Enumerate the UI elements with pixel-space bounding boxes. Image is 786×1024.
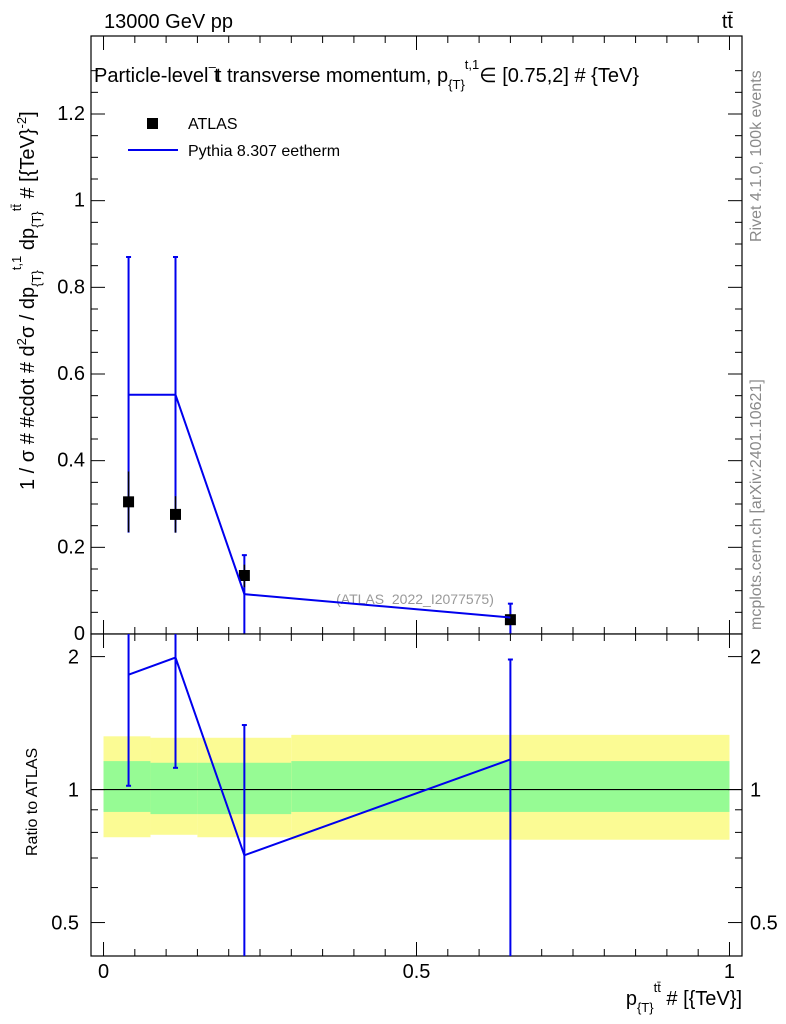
main-y-tick-labels: 0 0.2 0.4 0.6 0.8 1 1.2: [57, 103, 85, 645]
main-y-tick-label: 0.2: [57, 536, 85, 558]
x-tick-label: 0.5: [403, 961, 431, 983]
main-y-tick-label: 0.6: [57, 363, 85, 385]
ratio-x-ticks: [103, 634, 730, 956]
header-right: tt̄: [722, 11, 734, 33]
ratio-y-tick-label-right: 1: [750, 780, 761, 802]
atlas-point: [504, 614, 516, 626]
ratio-x-tick-labels: 0 0.5 1: [98, 961, 735, 983]
ratio-y-tick-label-left: 2: [68, 647, 79, 669]
main-y-tick-label: 0.8: [57, 276, 85, 298]
x-axis-label: p{T}tt̄ # [{TeV}]: [626, 980, 742, 1015]
main-y-tick-label: 1.2: [57, 103, 85, 125]
main-y-label: 1 / σ # #cdot # d2σ / dp{T}t,1 dp{T}tt̄ …: [9, 111, 44, 490]
plot-title: Particle-level t–t transverse momentum, …: [94, 57, 639, 92]
atlas-point: [123, 496, 135, 508]
rivet-label: Rivet 4.1.0, 100k events: [748, 70, 765, 242]
ratio-y-tick-label-left: 0.5: [51, 913, 79, 935]
main-data-marks: [123, 256, 516, 634]
x-tick-label: 0: [98, 961, 109, 983]
ratio-pythia-line: [128, 656, 511, 857]
atlas-point: [238, 570, 250, 581]
legend-atlas-marker: [147, 118, 158, 129]
ratio-green-band: [150, 762, 198, 815]
ratio-y-label: Ratio to ATLAS: [24, 748, 41, 856]
ratio-y-tick-labels: 0.5 0.5 1 1 2 2: [51, 647, 778, 935]
main-x-ticks: [103, 36, 730, 634]
ratio-y-tick-label-right: 2: [750, 647, 761, 669]
ratio-data-marks: [126, 634, 513, 956]
ratio-uncertainty-bands: [91, 734, 742, 840]
ratio-y-tick-label-right: 0.5: [750, 913, 778, 935]
main-y-tick-label: 0.4: [57, 450, 85, 472]
analysis-watermark: (ATLAS_2022_I2077575): [336, 591, 494, 607]
pythia-line: [128, 393, 511, 619]
mcplots-label: mcplots.cern.ch [arXiv:2401.10621]: [748, 379, 765, 630]
main-y-tick-label: 0: [74, 623, 85, 645]
legend-atlas-label: ATLAS: [188, 116, 238, 133]
main-plot-frame: [90, 35, 743, 635]
main-y-tick-label: 1: [74, 190, 85, 212]
header-left: 13000 GeV pp: [104, 11, 233, 33]
legend-pythia-label: Pythia 8.307 eetherm: [188, 143, 340, 160]
ratio-y-tick-label-left: 1: [68, 780, 79, 802]
atlas-point: [170, 508, 182, 520]
x-tick-label: 1: [724, 961, 735, 983]
ratio-y-ticks: [91, 656, 742, 924]
